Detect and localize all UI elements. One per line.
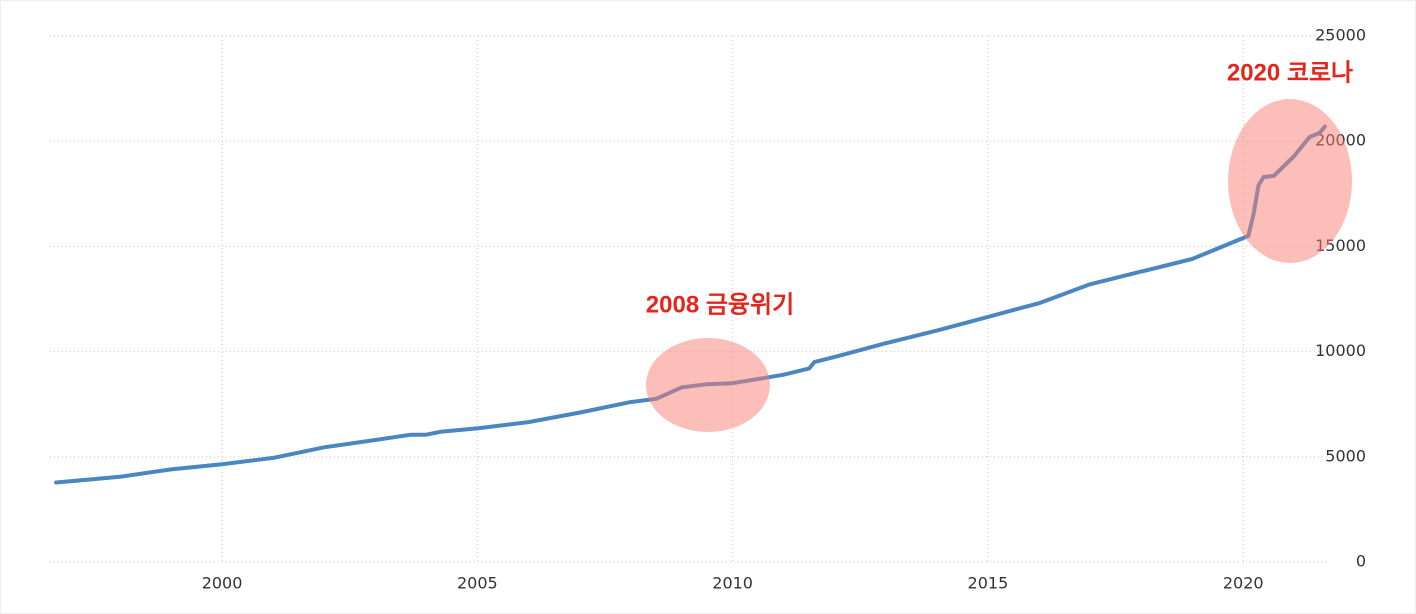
y-tick-label: 10000 bbox=[1315, 341, 1366, 360]
x-tick-label: 2020 bbox=[1223, 574, 1264, 593]
x-tick-label: 2000 bbox=[202, 574, 243, 593]
highlight-2020 bbox=[1228, 99, 1352, 263]
annotation: 2020 코로나 bbox=[1227, 59, 1353, 86]
highlight-2008 bbox=[646, 338, 770, 432]
x-tick-label: 2015 bbox=[968, 574, 1009, 593]
x-tick-label: 2005 bbox=[457, 574, 498, 593]
x-tick-label: 2010 bbox=[712, 574, 753, 593]
y-tick-label: 5000 bbox=[1325, 446, 1366, 465]
y-tick-label: 25000 bbox=[1315, 26, 1366, 45]
y-tick-label: 0 bbox=[1356, 552, 1366, 571]
annotation: 2008 금융위기 bbox=[646, 291, 794, 318]
